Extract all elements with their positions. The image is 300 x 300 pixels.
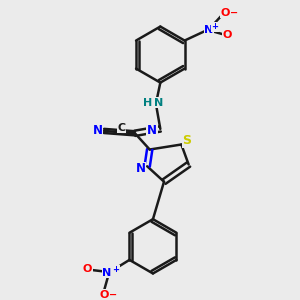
Text: −: −: [230, 8, 238, 18]
Text: N: N: [92, 124, 103, 137]
Text: N: N: [147, 124, 157, 136]
Text: N: N: [136, 162, 146, 175]
Text: S: S: [182, 134, 191, 148]
Text: O: O: [83, 264, 92, 274]
Text: +: +: [212, 22, 218, 31]
Text: O: O: [99, 290, 109, 300]
Text: O: O: [222, 30, 232, 40]
Text: +: +: [112, 266, 119, 274]
Text: N: N: [205, 25, 214, 34]
Text: C: C: [118, 123, 126, 133]
Text: N: N: [154, 98, 163, 108]
Text: −: −: [110, 290, 118, 300]
Text: H: H: [143, 98, 152, 108]
Text: N: N: [102, 268, 112, 278]
Text: O: O: [220, 8, 230, 18]
